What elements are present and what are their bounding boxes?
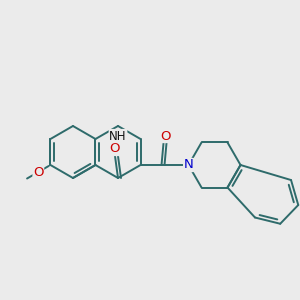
Text: N: N xyxy=(184,158,194,172)
Text: NH: NH xyxy=(109,130,127,142)
Text: O: O xyxy=(160,130,171,142)
Text: O: O xyxy=(109,142,119,155)
Text: O: O xyxy=(33,166,44,178)
